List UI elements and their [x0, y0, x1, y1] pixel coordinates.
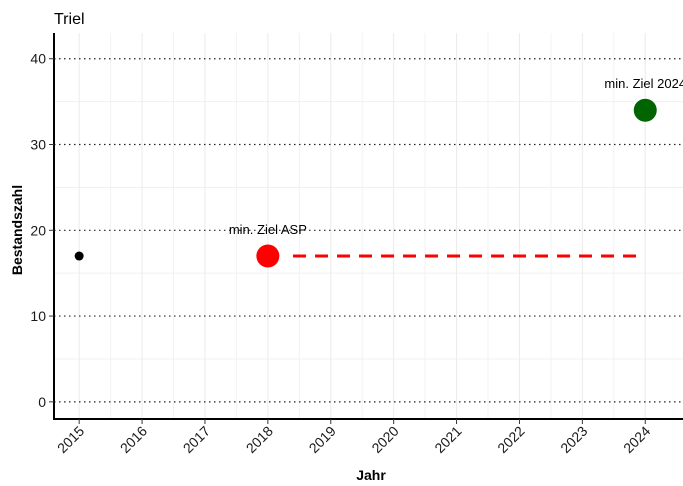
annotations: min. Ziel ASP min. Ziel 2024 [229, 76, 683, 237]
y-tick-label: 20 [30, 222, 46, 238]
data-marks [74, 98, 657, 268]
data-point [256, 244, 280, 268]
x-tick-label: 2021 [431, 423, 464, 456]
x-tick-label: 2023 [557, 423, 590, 456]
x-tick-label: 2016 [117, 423, 150, 456]
x-tick-label: 2022 [494, 423, 527, 456]
y-tick-label: 30 [30, 137, 46, 153]
point-annotation: min. Ziel ASP [229, 222, 307, 237]
y-tick-label: 10 [30, 308, 46, 324]
x-tick-label: 2018 [243, 423, 276, 456]
x-tick-label: 2019 [306, 423, 339, 456]
chart-title: Triel [54, 11, 85, 28]
x-tick-label: 2017 [180, 423, 213, 456]
x-tick-label: 2015 [54, 423, 87, 456]
x-tick-label: 2020 [368, 423, 401, 456]
y-tick-labels: 0 10 20 30 40 [30, 51, 54, 410]
y-tick-label: 0 [38, 394, 46, 410]
x-tick-labels: 2015 2016 2017 2018 2019 2020 2021 2022 2023 2024 [54, 419, 654, 456]
data-point [633, 98, 657, 122]
point-annotation: min. Ziel 2024 [604, 76, 683, 91]
x-axis-title: Jahr [356, 467, 386, 483]
y-axis-title: Bestandszahl [9, 185, 25, 275]
grid-minor [54, 33, 683, 419]
axes [53, 33, 683, 420]
grid-major [54, 33, 683, 419]
x-tick-label: 2024 [620, 423, 653, 456]
y-tick-label: 40 [30, 51, 46, 67]
data-point [74, 251, 84, 261]
